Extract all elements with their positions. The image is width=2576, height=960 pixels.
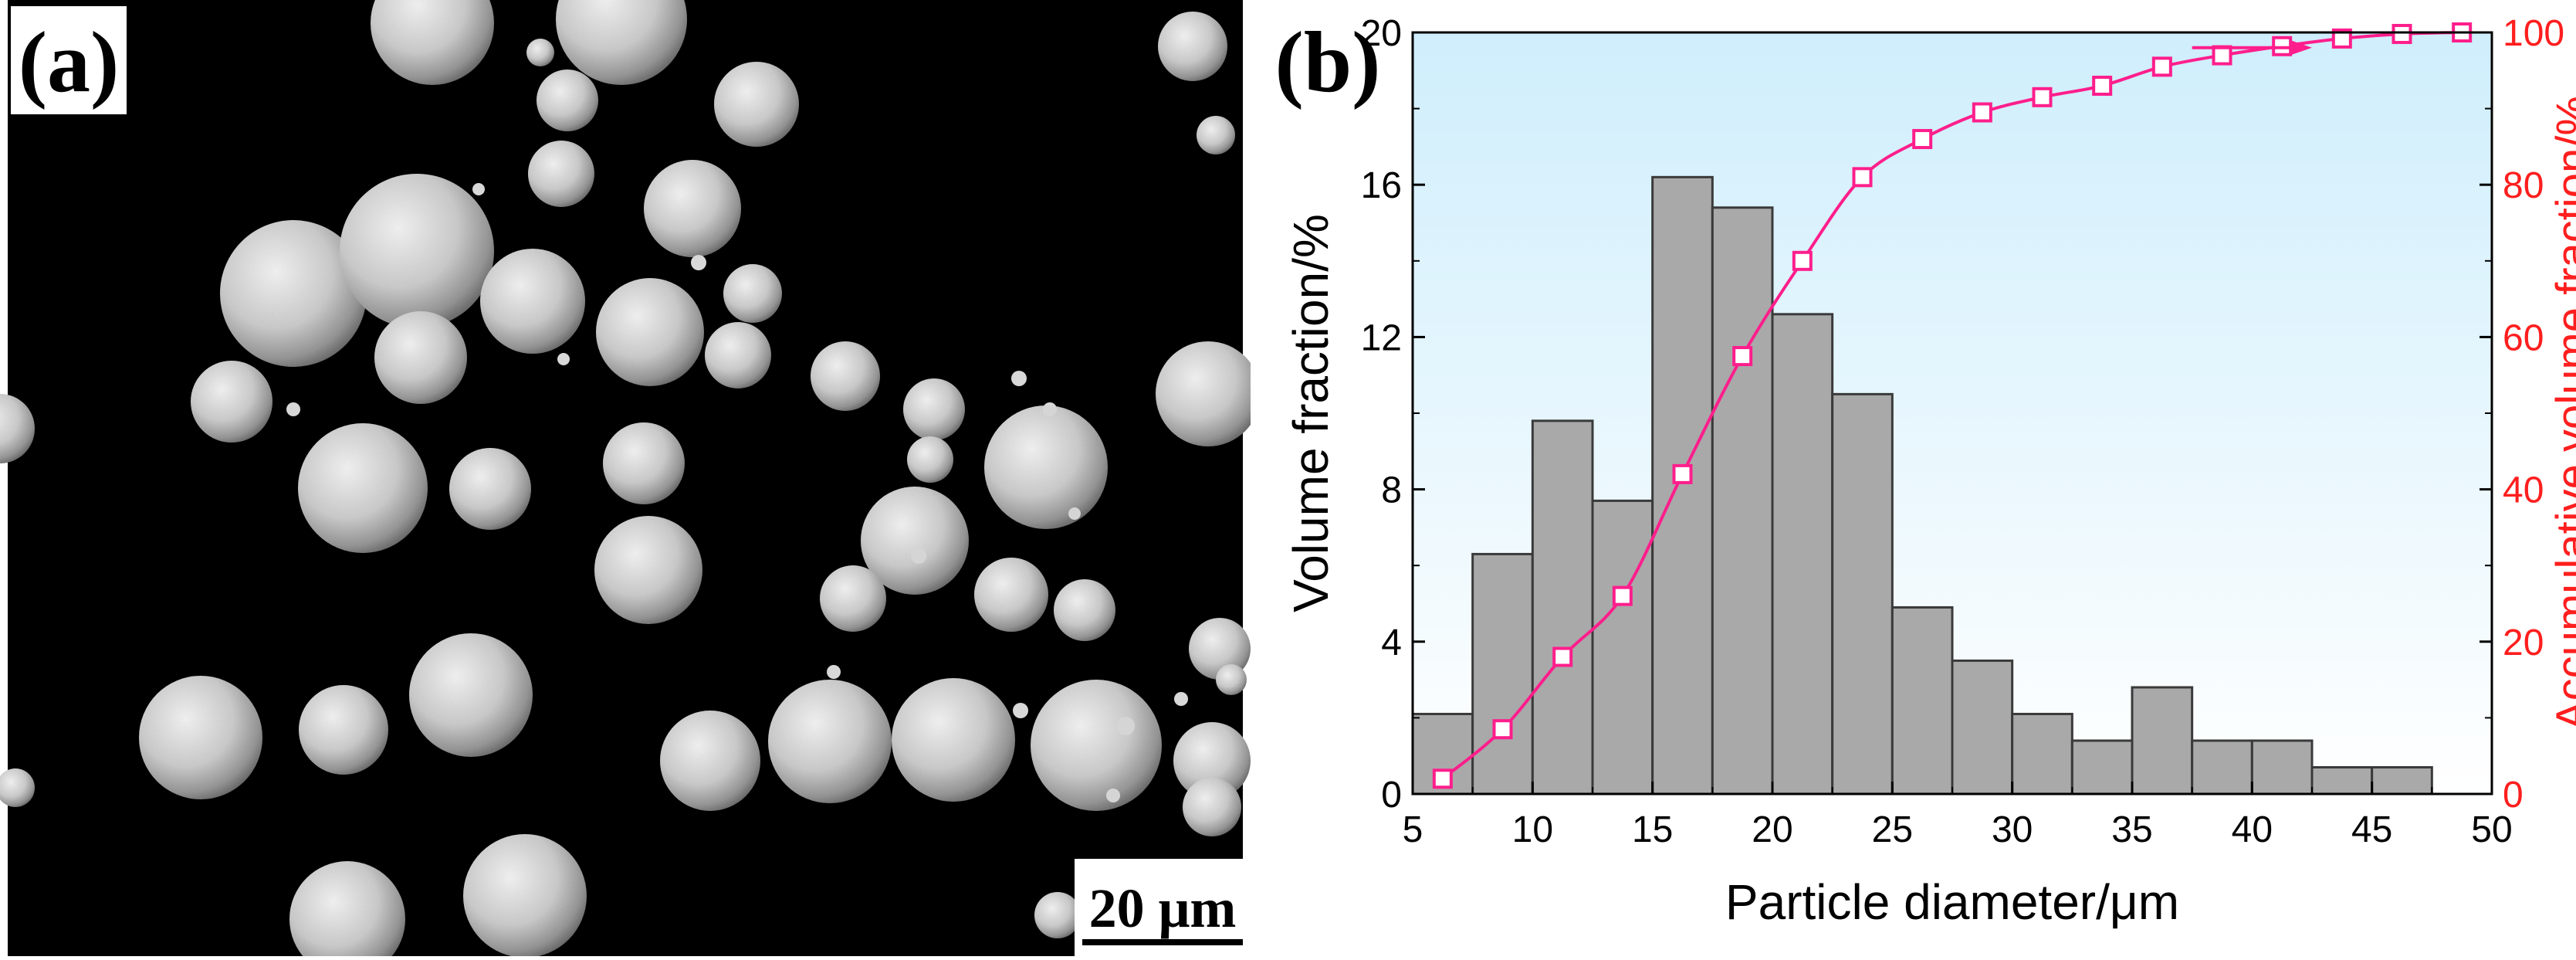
- histogram-bar: [2250, 739, 2314, 795]
- satellite-particle: [286, 402, 300, 416]
- histogram-bars: [1411, 175, 2433, 795]
- y-tick-label: 8: [1381, 470, 1402, 511]
- y-right-tick-label: 100: [2503, 13, 2564, 54]
- panel-a-label-box: [11, 6, 127, 114]
- y-axis-right-label: Accumulative volume fraction/%: [2547, 96, 2576, 731]
- satellite-particle: [557, 353, 570, 365]
- histogram-bar: [2070, 739, 2134, 795]
- y-right-tick-label: 20: [2503, 622, 2544, 663]
- cumulative-marker: [1792, 250, 1813, 271]
- cumulative-marker: [1612, 585, 1633, 606]
- y-right-tick-label: 80: [2503, 165, 2544, 206]
- histogram-bar: [1471, 552, 1534, 795]
- cumulative-marker: [1912, 129, 1933, 150]
- histogram-bar: [1651, 175, 1714, 795]
- sem-micrograph: (a) 20 μm: [0, 0, 1261, 960]
- cumulative-marker: [2092, 76, 2113, 97]
- histogram-bar: [1891, 606, 1954, 795]
- x-tick-label: 10: [1512, 809, 1553, 850]
- y-tick-label: 0: [1381, 775, 1402, 816]
- cumulative-marker: [1552, 646, 1573, 667]
- cumulative-marker: [1432, 768, 1453, 789]
- histogram-bar: [2191, 739, 2253, 795]
- right-axis-arrow: [2192, 40, 2312, 55]
- y-tick-label: 20: [1361, 13, 1402, 54]
- cumulative-marker: [1492, 719, 1513, 740]
- histogram-bar: [2310, 765, 2374, 795]
- cumulative-marker: [2331, 28, 2352, 49]
- cumulative-marker: [2151, 56, 2172, 77]
- cumulative-series: [1432, 22, 2473, 789]
- satellite-particle: [1174, 692, 1188, 706]
- x-tick-label: 25: [1872, 809, 1913, 850]
- histogram-bar: [2131, 686, 2194, 795]
- cumulative-marker: [1672, 463, 1693, 484]
- cumulative-marker: [1852, 167, 1873, 188]
- histogram-bar: [1831, 392, 1894, 795]
- x-tick-label: 35: [2111, 809, 2152, 850]
- scale-bar-line: [1082, 939, 1243, 945]
- y-tick-label: 16: [1361, 165, 1402, 206]
- satellite-particle: [472, 183, 485, 195]
- satellite-particle: [1013, 703, 1028, 718]
- cumulative-marker: [1972, 102, 1992, 123]
- y-tick-label: 4: [1381, 622, 1402, 663]
- y-right-tick-label: 0: [2503, 775, 2524, 816]
- x-tick-label: 40: [2232, 809, 2273, 850]
- cumulative-marker: [2032, 87, 2053, 107]
- particle-size-chart: (b) 5 10 15 20 25 30 35 40 45 5004812162002040608…: [1275, 13, 2576, 930]
- y-tick-label: 12: [1361, 317, 1402, 358]
- satellite-particle: [691, 255, 706, 270]
- histogram-bar: [1711, 206, 1774, 795]
- x-tick-label: 20: [1752, 809, 1792, 850]
- histogram-bar: [2371, 765, 2433, 795]
- x-tick-label: 45: [2351, 809, 2392, 850]
- histogram-bar: [1591, 499, 1654, 795]
- histogram-bar: [2011, 712, 2073, 795]
- histogram-bar: [1531, 419, 1594, 795]
- panel-b-chart: (b) 5 10 15 20 25 30 35 40 45 50 0 4 8 12 16 20 0 20 40 60 8…: [1251, 0, 2576, 956]
- y-axis-label: Volume fraction/%: [1283, 214, 1339, 612]
- satellite-particle: [1011, 371, 1027, 386]
- panel-a-label: (a): [19, 15, 120, 110]
- x-tick-label: 15: [1632, 809, 1673, 850]
- cumulative-marker: [2212, 45, 2232, 66]
- cumulative-marker: [1732, 346, 1753, 367]
- x-tick-label: 30: [1992, 809, 2033, 850]
- x-tick-label: 50: [2471, 809, 2512, 850]
- y-right-tick-label: 40: [2503, 470, 2544, 511]
- histogram-bar: [1951, 659, 2014, 795]
- panel-b-label: (b): [1275, 15, 1381, 110]
- x-axis-label: Particle diameter/μm: [1725, 874, 2179, 930]
- x-tick-label: 5: [1403, 809, 1423, 850]
- histogram-bar: [1771, 313, 1834, 795]
- y-right-tick-label: 60: [2503, 317, 2544, 358]
- scale-bar-label: 20 μm: [1089, 877, 1237, 939]
- arrow-head: [2292, 40, 2312, 55]
- cumulative-marker: [2392, 23, 2412, 44]
- satellite-particle: [827, 665, 841, 679]
- panel-a-sem-image: (a) 20 μm: [0, 0, 1261, 960]
